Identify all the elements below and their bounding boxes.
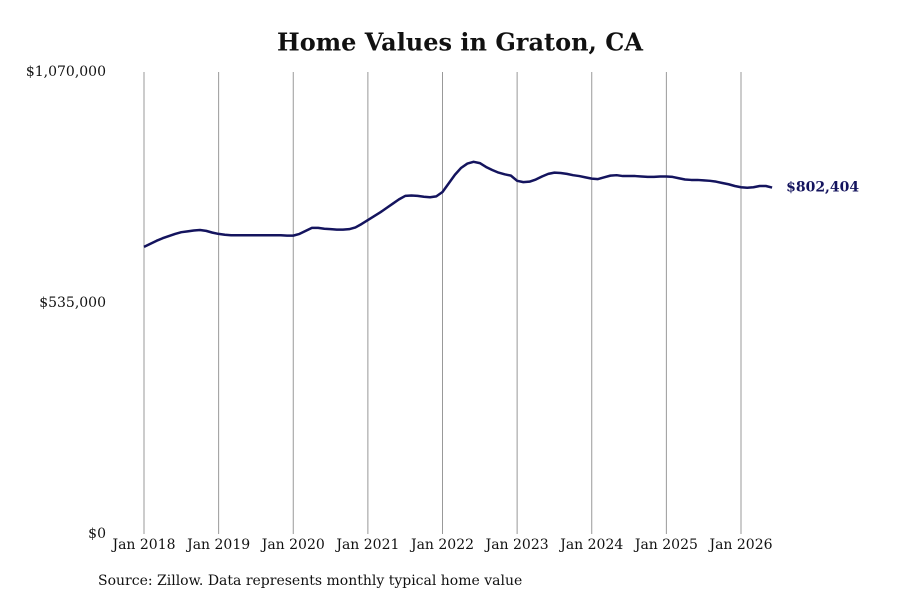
x-tick-label: Jan 2020 (260, 537, 325, 553)
x-tick-label: Jan 2019 (185, 537, 250, 553)
x-tick-label: Jan 2021 (334, 537, 399, 553)
x-tick-label: Jan 2023 (484, 537, 549, 553)
x-tick-label: Jan 2026 (707, 537, 772, 553)
x-tick-label: Jan 2018 (110, 537, 175, 553)
x-tick-label: Jan 2025 (633, 537, 698, 553)
x-tick-label: Jan 2024 (558, 537, 623, 553)
chart-title: Home Values in Graton, CA (277, 28, 643, 57)
y-tick-label: $535,000 (39, 295, 106, 311)
x-tick-label: Jan 2022 (409, 537, 474, 553)
line (143, 160, 773, 248)
y-tick-label: $1,070,000 (26, 64, 106, 80)
end-label: $802,404 (786, 180, 859, 196)
y-tick-label: $0 (88, 526, 106, 542)
source-note: Source: Zillow. Data represents monthly … (98, 573, 522, 589)
